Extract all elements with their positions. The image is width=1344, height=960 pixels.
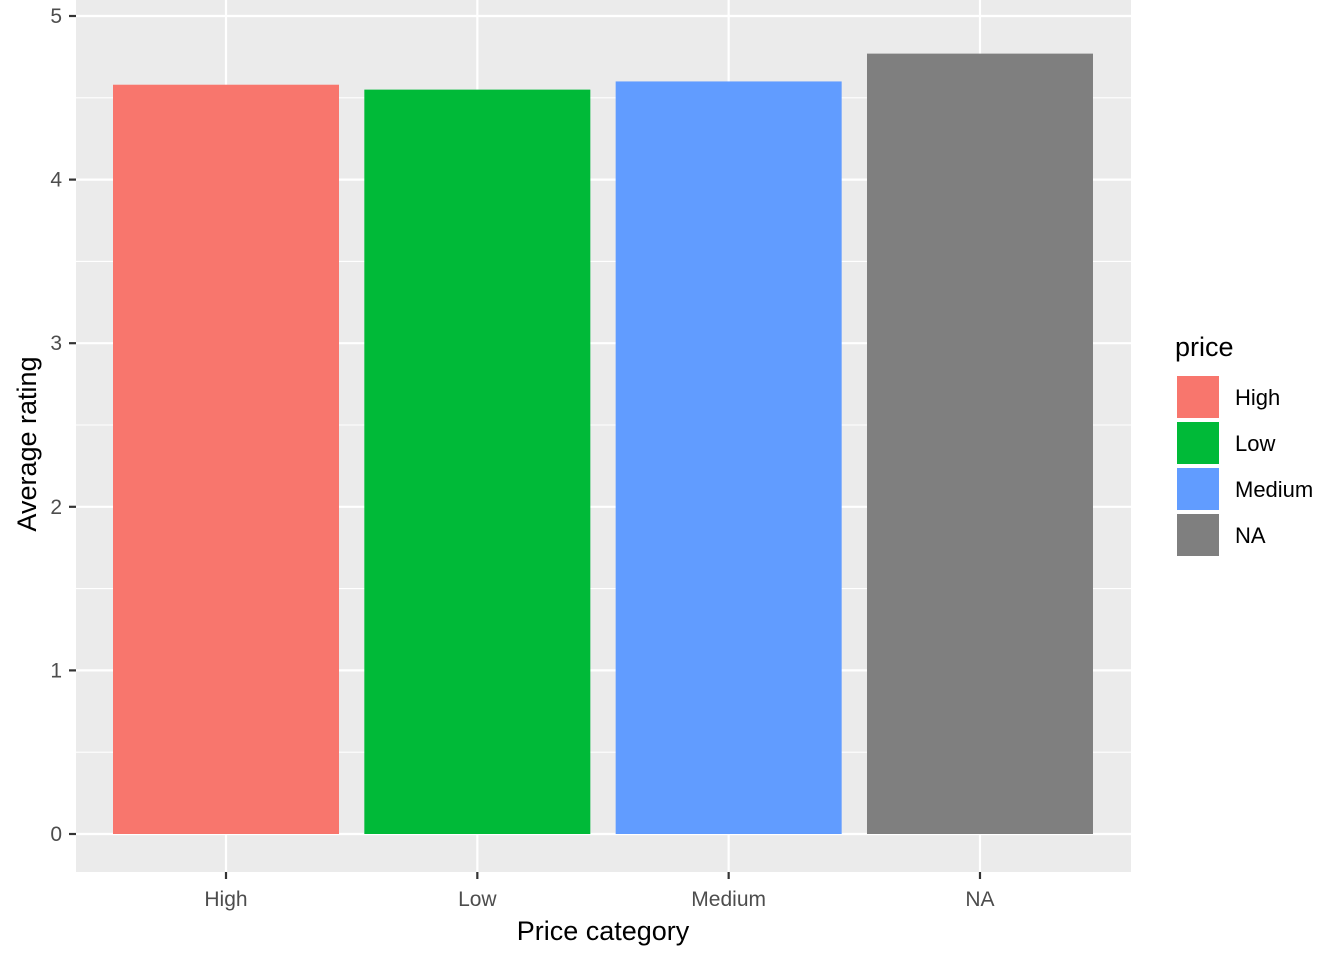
x-axis-title: Price category — [517, 916, 690, 946]
bar-na — [866, 53, 1093, 835]
legend-label-high: High — [1235, 385, 1280, 410]
bar-low — [364, 89, 591, 835]
legend-label-low: Low — [1235, 431, 1275, 456]
y-tick-label: 0 — [50, 823, 62, 846]
legend-swatch-medium — [1177, 468, 1219, 510]
legend-label-na: NA — [1235, 523, 1266, 548]
x-tick-label: Medium — [691, 888, 766, 911]
x-tick-label: Low — [458, 888, 497, 911]
x-tick-label: High — [204, 888, 247, 911]
legend-label-medium: Medium — [1235, 477, 1313, 502]
legend-swatch-high — [1177, 376, 1219, 418]
y-tick-label: 5 — [50, 5, 62, 28]
legend: price High Low Medium NA — [1175, 332, 1313, 558]
legend-swatch-na — [1177, 514, 1219, 556]
bar-medium — [615, 81, 842, 834]
y-axis-title: Average rating — [12, 356, 42, 531]
y-tick-label: 3 — [50, 332, 62, 355]
y-tick-label: 2 — [50, 496, 62, 519]
y-tick-label: 1 — [50, 659, 62, 682]
bars — [113, 53, 1093, 835]
bar-high — [113, 84, 339, 835]
legend-title: price — [1175, 332, 1234, 362]
y-tick-label: 4 — [50, 169, 62, 192]
x-axis: High Low Medium NA — [204, 872, 995, 911]
x-tick-label: NA — [965, 888, 994, 911]
legend-items: High Low Medium NA — [1175, 374, 1313, 558]
y-axis: 0 1 2 3 4 5 — [50, 5, 76, 846]
legend-swatch-low — [1177, 422, 1219, 464]
